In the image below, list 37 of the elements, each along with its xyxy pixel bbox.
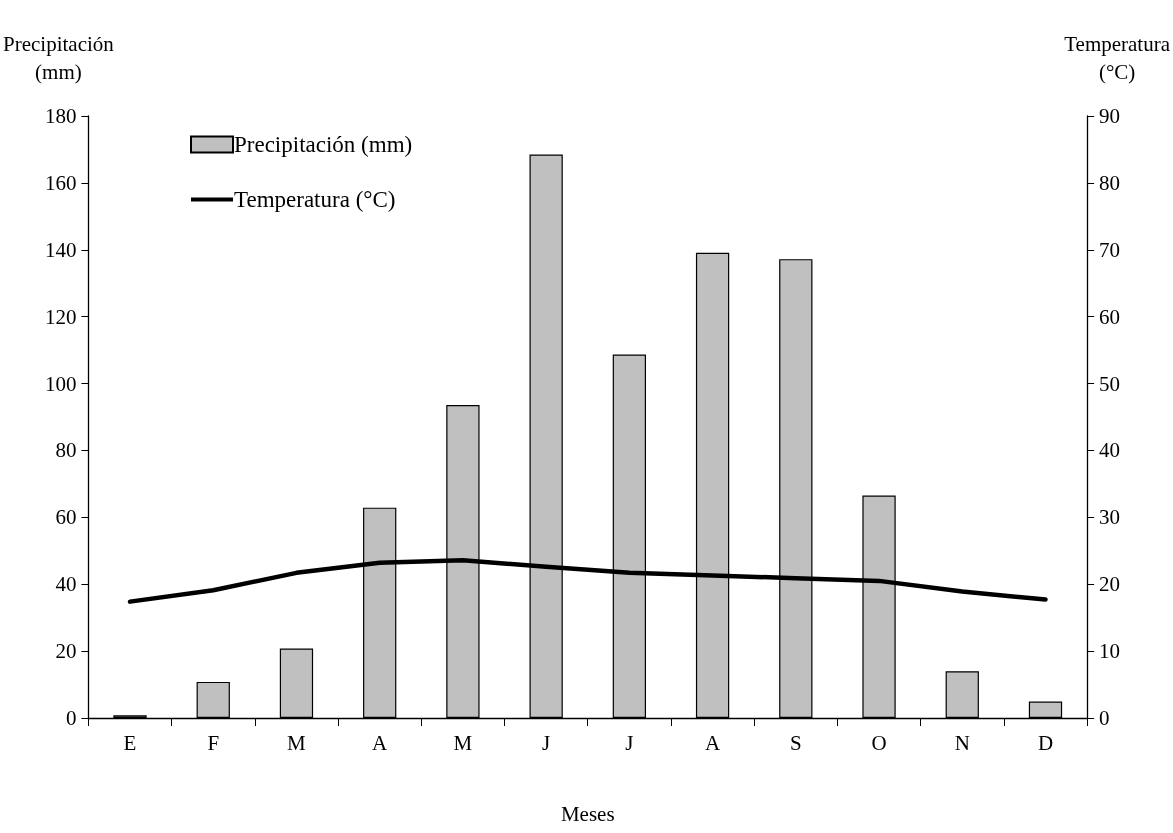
x-tick-label: A <box>372 730 389 755</box>
y-tick-label: 80 <box>55 438 77 463</box>
y2-tick-label: 40 <box>1099 438 1121 463</box>
y-tick-label: 140 <box>44 237 77 262</box>
x-tick-label: N <box>954 730 970 755</box>
y-tick-label: 100 <box>44 371 77 396</box>
y2-tick-label: 70 <box>1099 237 1121 262</box>
x-tick-label: J <box>625 730 634 755</box>
x-tick-label: A <box>705 730 721 755</box>
x-tick-label: O <box>871 730 887 755</box>
y-tick-label: 120 <box>44 304 77 329</box>
y2-tick-label: 0 <box>1099 706 1110 730</box>
y2-tick-label: 60 <box>1099 304 1121 329</box>
x-tick-label: F <box>207 730 220 755</box>
y2-tick-label: 50 <box>1099 371 1121 396</box>
y2-tick-label: 10 <box>1099 639 1121 664</box>
x-tick-label: D <box>1037 730 1054 755</box>
x-tick-label: M <box>287 730 307 755</box>
x-tick-label: S <box>789 730 802 755</box>
y2-tick-label: 80 <box>1099 170 1121 195</box>
x-tick-label: M <box>453 730 473 755</box>
y-tick-label: 160 <box>44 170 77 195</box>
legend-label: Precipitación (mm) <box>234 132 413 157</box>
y2-tick-label: 30 <box>1099 505 1121 530</box>
legend-label: Temperatura (°C) <box>234 187 396 212</box>
y2-tick-label: 90 <box>1099 104 1121 128</box>
y-tick-label: 0 <box>65 706 77 730</box>
y-tick-label: 40 <box>55 572 77 597</box>
y-tick-label: 60 <box>55 505 77 530</box>
y2-tick-label: 20 <box>1099 572 1121 597</box>
x-axis-title: Meses <box>560 801 615 826</box>
x-tick-label: E <box>123 730 137 755</box>
y-axis-title: Precipitación (mm) <box>3 32 115 84</box>
y-tick-label: 180 <box>44 104 77 128</box>
y2-axis-title: Temperatura (°C) <box>1064 32 1171 84</box>
x-tick-label: J <box>542 730 551 755</box>
y-tick-label: 20 <box>55 639 77 664</box>
